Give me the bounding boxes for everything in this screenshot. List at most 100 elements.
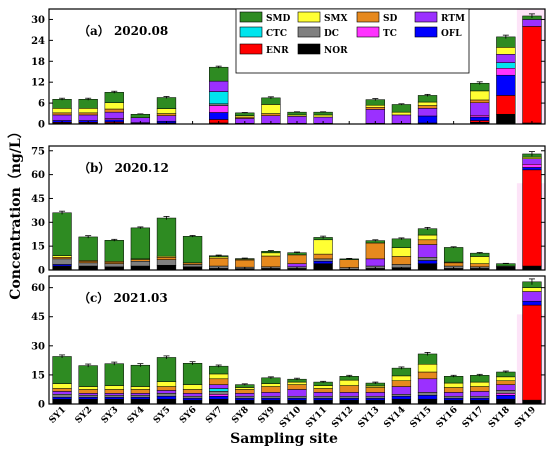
segment-smd bbox=[182, 236, 203, 264]
bar-sy6 bbox=[182, 361, 203, 405]
segment-rtm bbox=[496, 54, 516, 63]
x-tick-label: SY8 bbox=[230, 405, 251, 426]
segment-ofl bbox=[313, 397, 333, 401]
segment-sd bbox=[156, 257, 177, 260]
segment-rtm bbox=[130, 393, 151, 396]
segment-dc bbox=[130, 395, 151, 398]
segment-smx bbox=[417, 363, 438, 373]
segment-ofl bbox=[235, 397, 255, 401]
segment-sd bbox=[235, 259, 255, 268]
bar-sy19 bbox=[522, 278, 542, 405]
bar-sy7 bbox=[209, 65, 229, 125]
segment-smd bbox=[78, 236, 98, 261]
bar-sy18 bbox=[496, 370, 516, 405]
x-tick-label: SY11 bbox=[304, 405, 329, 430]
segment-rtm bbox=[365, 392, 385, 397]
segment-ofl bbox=[496, 395, 516, 400]
x-tick-label: SY5 bbox=[152, 405, 173, 426]
segment-dc bbox=[52, 258, 72, 265]
segment-smx bbox=[156, 381, 177, 387]
segment-smx bbox=[496, 376, 516, 381]
legend-label-smd: SMD bbox=[266, 14, 290, 24]
segment-smx bbox=[261, 252, 281, 257]
segment-sd bbox=[261, 113, 281, 116]
segment-rtm bbox=[365, 258, 385, 267]
legend-swatch-nor bbox=[297, 43, 321, 55]
segment-rtm bbox=[78, 114, 98, 121]
segment-ofl bbox=[209, 395, 229, 400]
segment-dc bbox=[313, 258, 333, 262]
segment-ofl bbox=[339, 397, 359, 401]
bar-sy9 bbox=[261, 376, 281, 405]
y-tick-label: 45 bbox=[31, 194, 45, 205]
segment-tc bbox=[496, 393, 516, 396]
x-tick-label: SY2 bbox=[74, 405, 95, 426]
segment-sd bbox=[78, 112, 98, 116]
panel-label: （b） 2020.12 bbox=[78, 160, 169, 175]
bar-sy17 bbox=[470, 373, 490, 405]
x-tick-label: SY9 bbox=[256, 405, 277, 426]
segment-dc bbox=[235, 395, 255, 399]
segment-smx bbox=[261, 104, 281, 114]
segment-rtm bbox=[522, 19, 542, 27]
segment-sd bbox=[104, 108, 124, 113]
segment-rtm bbox=[287, 263, 307, 268]
segment-dc bbox=[261, 395, 281, 399]
x-tick-label: SY6 bbox=[178, 405, 199, 426]
segment-ofl bbox=[443, 397, 464, 401]
bar-sy15 bbox=[417, 352, 438, 405]
segment-rtm bbox=[496, 384, 516, 391]
segment-sd bbox=[156, 386, 177, 391]
bar-sy13 bbox=[365, 98, 385, 125]
segment-sd bbox=[261, 255, 281, 268]
segment-ofl bbox=[52, 396, 72, 400]
segment-smx bbox=[443, 382, 464, 388]
segment-rtm bbox=[209, 384, 229, 389]
segment-dc bbox=[339, 395, 359, 399]
segment-ctc bbox=[209, 388, 229, 392]
segment-smx bbox=[287, 381, 307, 385]
x-tick-label: SY19 bbox=[513, 405, 538, 430]
segment-sd bbox=[365, 387, 385, 393]
segment-dc bbox=[104, 263, 124, 268]
segment-smd bbox=[287, 111, 307, 116]
segment-rtm bbox=[339, 392, 359, 397]
segment-smx bbox=[209, 373, 229, 380]
y-tick-label: 0 bbox=[38, 120, 45, 131]
bar-sy6 bbox=[182, 235, 203, 271]
segment-rtm bbox=[417, 244, 438, 258]
segment-rtm bbox=[209, 80, 229, 92]
y-tick-label: 18 bbox=[31, 57, 45, 68]
bar-sy16 bbox=[443, 246, 464, 271]
x-tick-label: SY10 bbox=[278, 405, 303, 430]
segment-rtm bbox=[417, 378, 438, 393]
segment-sd bbox=[209, 378, 229, 385]
segment-smx bbox=[104, 385, 124, 390]
segment-smx bbox=[78, 386, 98, 390]
bar-sy2 bbox=[78, 97, 98, 125]
segment-ofl bbox=[78, 396, 98, 400]
y-tick-label: 0 bbox=[38, 266, 45, 277]
segment-smd bbox=[313, 111, 333, 116]
segment-smd bbox=[156, 357, 177, 382]
segment-rtm bbox=[52, 114, 72, 121]
segment-ofl bbox=[522, 300, 542, 306]
panel-label: （a） 2020.08 bbox=[78, 23, 168, 38]
segment-smd bbox=[470, 375, 490, 383]
segment-rtm bbox=[156, 390, 177, 394]
segment-ofl bbox=[417, 260, 438, 264]
segment-smx bbox=[52, 108, 72, 114]
segment-smx bbox=[182, 384, 203, 390]
bar-sy5 bbox=[156, 355, 177, 405]
y-tick-label: 60 bbox=[31, 283, 45, 294]
segment-rtm bbox=[156, 115, 177, 122]
segment-ofl bbox=[313, 261, 333, 264]
segment-sd bbox=[339, 385, 359, 393]
x-tick-label: SY13 bbox=[356, 405, 381, 430]
segment-rtm bbox=[470, 102, 490, 116]
legend-label-rtm: RTM bbox=[441, 14, 465, 24]
segment-sd bbox=[470, 99, 490, 103]
legend-swatch-ctc bbox=[239, 26, 263, 38]
segment-sd bbox=[443, 387, 464, 393]
